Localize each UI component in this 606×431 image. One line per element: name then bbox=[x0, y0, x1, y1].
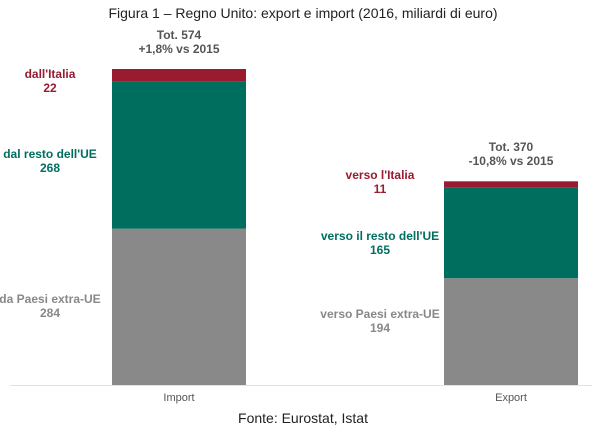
segment-label-export-ue: verso il resto dell'UE 165 bbox=[321, 229, 439, 257]
segment-label-import-ue-line: dal resto dell'UE bbox=[3, 147, 97, 162]
total-label-export: Tot. 370 -10,8% vs 2015 bbox=[469, 140, 554, 168]
segment-label-import-italia-line: 22 bbox=[43, 81, 57, 95]
bar-import-extra bbox=[112, 228, 246, 385]
total-label-import: Tot. 574 +1,8% vs 2015 bbox=[138, 28, 219, 56]
segment-label-import-ue: dal resto dell'UE 268 bbox=[3, 147, 97, 175]
x-tick-label-import: Import bbox=[163, 392, 195, 404]
segment-label-export-extra-line: verso Paesi extra-UE bbox=[320, 307, 440, 322]
segment-label-import-extra-line: 284 bbox=[39, 305, 61, 320]
segment-label-import-extra-line: da Paesi extra-UE bbox=[0, 291, 101, 306]
total-label-export-line: Tot. 370 bbox=[488, 140, 534, 155]
segment-label-import-italia-line: dall'Italia bbox=[24, 67, 76, 81]
bar-import-ue bbox=[112, 81, 246, 229]
segment-label-export-ue-line: 165 bbox=[369, 243, 391, 258]
bar-export-italia bbox=[444, 181, 578, 188]
segment-label-export-italia: verso l'Italia 11 bbox=[346, 168, 415, 196]
x-tick-label-export: Export bbox=[495, 392, 527, 404]
source-note: Fonte: Eurostat, Istat bbox=[238, 410, 368, 426]
segment-label-export-italia-line: 11 bbox=[373, 182, 387, 197]
bar-import-italia bbox=[112, 69, 246, 82]
bar-export-ue bbox=[444, 187, 578, 279]
segment-label-import-extra: da Paesi extra-UE 284 bbox=[0, 292, 101, 320]
segment-label-import-italia: dall'Italia 22 bbox=[25, 67, 76, 95]
segment-label-export-ue-line: verso il resto dell'UE bbox=[320, 229, 440, 244]
bar-export-extra bbox=[444, 278, 578, 385]
total-label-import-line: Tot. 574 bbox=[156, 28, 202, 42]
total-label-import-line: +1,8% vs 2015 bbox=[138, 42, 220, 56]
segment-label-export-italia-line: verso l'Italia bbox=[345, 168, 415, 183]
chart-title: Figura 1 – Regno Unito: export e import … bbox=[108, 5, 498, 21]
segment-label-export-extra-line: 194 bbox=[369, 321, 391, 336]
segment-label-export-extra: verso Paesi extra-UE 194 bbox=[320, 307, 439, 335]
total-label-export-line: -10,8% vs 2015 bbox=[468, 154, 554, 169]
segment-label-import-ue-line: 268 bbox=[39, 161, 61, 176]
